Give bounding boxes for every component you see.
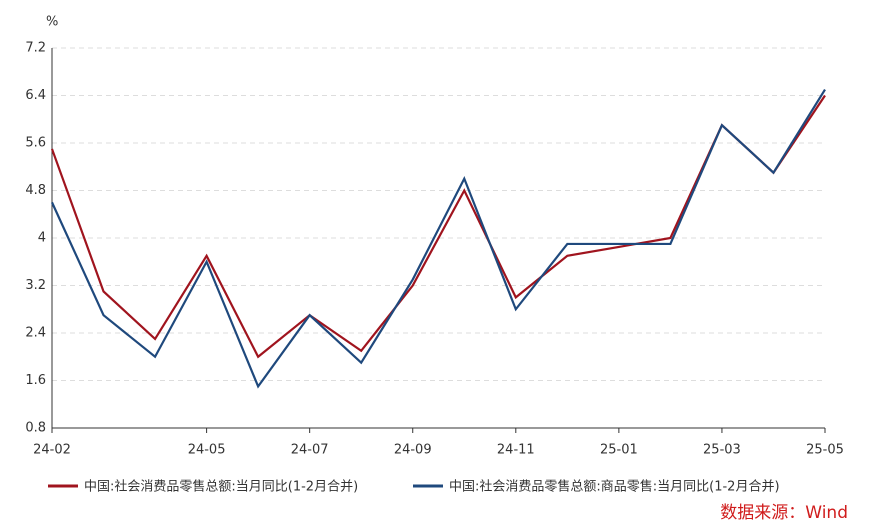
series-line xyxy=(50,94,826,359)
source-note: 数据来源：Wind xyxy=(720,503,848,523)
y-tick-label: 0.8 xyxy=(25,421,46,436)
x-tick-label: 24-05 xyxy=(188,443,226,458)
x-tick-label: 24-02 xyxy=(33,443,71,458)
y-tick-label: 6.4 xyxy=(25,88,46,103)
legend-label: 中国:社会消费品零售总额:当月同比(1-2月合并) xyxy=(84,479,358,495)
x-tick-label: 25-01 xyxy=(600,443,638,458)
y-tick-label: 1.6 xyxy=(25,373,46,388)
x-tick-label: 25-05 xyxy=(806,443,844,458)
y-unit: % xyxy=(46,15,58,30)
y-tick-label: 4.8 xyxy=(25,183,46,198)
x-tick-label: 24-09 xyxy=(394,443,432,458)
y-tick-label: 3.2 xyxy=(25,278,46,293)
x-tick-label: 25-03 xyxy=(703,443,741,458)
y-tick-label: 5.6 xyxy=(25,136,46,151)
x-tick-label: 24-11 xyxy=(497,443,535,458)
series-line xyxy=(50,88,826,389)
y-tick-label: 7.2 xyxy=(25,41,46,56)
legend-label: 中国:社会消费品零售总额:商品零售:当月同比(1-2月合并) xyxy=(449,479,780,495)
y-tick-label: 2.4 xyxy=(25,326,46,341)
y-tick-label: 4 xyxy=(38,231,46,246)
x-tick-label: 24-07 xyxy=(291,443,329,458)
